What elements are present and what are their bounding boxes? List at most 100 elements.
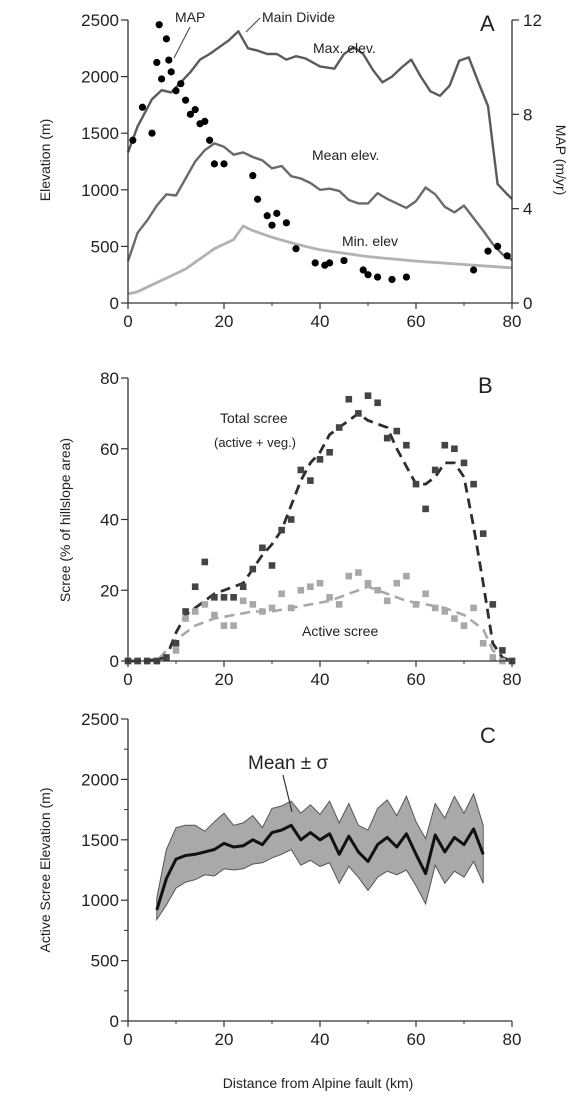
active-scree-point xyxy=(374,586,381,594)
active-scree-point xyxy=(383,597,391,605)
total-scree-point xyxy=(172,640,180,647)
total-scree-point xyxy=(383,434,391,442)
active-scree-trend-line xyxy=(128,585,513,663)
active-scree-point xyxy=(403,572,410,580)
x-axis-title: Distance from Alpine fault (km) xyxy=(223,1075,414,1091)
panel-b-letter: B xyxy=(478,373,493,398)
map-point xyxy=(129,136,137,144)
panel-a-y-tick-label: 0 xyxy=(110,294,119,313)
active-scree-point xyxy=(431,604,439,612)
panel-b-y-tick-label: 0 xyxy=(110,652,119,671)
map-point xyxy=(155,21,163,29)
panel-b-y-tick-label: 40 xyxy=(100,511,119,530)
total-scree-point xyxy=(451,445,458,453)
panel-c-y-tick-label: 0 xyxy=(110,1012,119,1031)
map-point xyxy=(206,136,214,144)
total-scree-trend-line xyxy=(128,411,513,663)
total-scree-point xyxy=(479,530,487,537)
total-scree-point xyxy=(335,424,343,431)
panel-b: 0 20 40 60 80 0 20 40 60 80 Scree (% of hillslope… xyxy=(57,369,521,689)
active-scree-point xyxy=(335,601,343,608)
panel-a-x-tick-label: 0 xyxy=(123,312,132,331)
map-point xyxy=(359,266,367,274)
map-point xyxy=(292,245,300,253)
map-point xyxy=(268,221,276,229)
annotation-map-label: MAP xyxy=(175,9,205,25)
total-scree-point xyxy=(287,516,295,523)
total-scree-point xyxy=(163,654,170,661)
panel-a-x-tick-label: 40 xyxy=(311,312,330,331)
total-scree-point xyxy=(326,448,333,456)
panel-c-axes: 0 20 40 60 80 0 500 1000 1500 2000 2500 xyxy=(81,710,521,1049)
panel-b-y-tick-label: 20 xyxy=(100,581,119,600)
map-point xyxy=(167,68,175,76)
min-elev-line xyxy=(127,224,513,296)
sigma-band xyxy=(156,792,484,922)
panel-a-x-tick-label: 60 xyxy=(407,312,426,331)
panel-c-y-tick-label: 2000 xyxy=(81,770,119,789)
panel-c-x-tick-label: 60 xyxy=(407,1030,426,1049)
panel-c-marks xyxy=(155,792,485,922)
map-point xyxy=(263,212,271,220)
panel-a-letter: A xyxy=(480,11,495,36)
map-point xyxy=(148,129,156,137)
panel-c-y-axis-title: Active Scree Elevation (m) xyxy=(37,788,53,953)
panel-b-y-axis-title: Scree (% of hillslope area) xyxy=(57,438,73,602)
active-scree-point xyxy=(239,597,247,605)
active-scree-point xyxy=(412,601,420,608)
panel-a-y-tick-label: 2000 xyxy=(81,68,119,87)
total-scree-point xyxy=(249,565,257,573)
panel-b-x-tick-label: 0 xyxy=(123,670,132,689)
mean-elev-line xyxy=(126,142,513,262)
panel-c-y-tick-label: 1000 xyxy=(81,891,119,910)
map-point xyxy=(388,275,396,284)
annotation-total-scree-sub: (active + veg.) xyxy=(214,435,296,450)
map-point xyxy=(177,80,185,88)
active-scree-point xyxy=(191,608,199,615)
panel-a-y2-tick-label: 4 xyxy=(523,200,532,219)
panel-a-y-axis-title: Elevation (m) xyxy=(37,119,53,201)
total-scree-point xyxy=(364,392,372,399)
total-scree-point xyxy=(431,466,439,474)
map-point xyxy=(470,266,478,274)
active-scree-point xyxy=(182,615,189,622)
map-point xyxy=(186,110,194,118)
panel-b-x-tick-label: 80 xyxy=(503,670,522,689)
total-scree-point xyxy=(345,395,353,403)
annotation-main-divide-arrow xyxy=(245,17,261,33)
active-scree-point xyxy=(451,615,458,622)
active-scree-point xyxy=(211,611,218,619)
annotation-total-scree: Total scree xyxy=(220,410,288,426)
map-point xyxy=(220,160,228,168)
mean-line xyxy=(155,823,485,911)
total-scree-point xyxy=(499,647,506,654)
active-scree-point xyxy=(287,604,295,612)
active-scree-point xyxy=(220,622,228,629)
annotation-map-arrow xyxy=(173,26,191,59)
total-scree-point xyxy=(412,480,420,488)
total-scree-point xyxy=(268,562,276,569)
panel-c: 0 20 40 60 80 0 500 1000 1500 2000 2500 Active Scr… xyxy=(37,710,521,1091)
map-point xyxy=(374,273,382,281)
map-point xyxy=(191,106,199,114)
panel-c-x-tick-label: 80 xyxy=(503,1030,522,1049)
panel-b-y-tick-label: 80 xyxy=(100,369,119,388)
total-scree-point xyxy=(182,608,189,615)
panel-c-x-tick-label: 0 xyxy=(123,1030,132,1049)
map-point xyxy=(484,247,492,255)
total-scree-point xyxy=(307,477,314,484)
active-scree-point xyxy=(345,572,353,580)
annotation-mean-sigma: Mean ± σ xyxy=(248,753,329,774)
active-scree-point xyxy=(230,622,237,629)
total-scree-point xyxy=(191,583,199,591)
panel-c-x-tick-label: 20 xyxy=(215,1030,234,1049)
active-scree-point xyxy=(355,569,362,576)
panel-b-x-tick-label: 60 xyxy=(407,670,426,689)
map-point xyxy=(273,209,281,217)
annotation-mean-sigma-arrow xyxy=(282,774,293,813)
total-scree-point xyxy=(403,441,410,449)
total-scree-point xyxy=(211,594,218,601)
total-scree-point xyxy=(422,505,429,513)
annotation-min-elev: Min. elev xyxy=(342,233,398,249)
